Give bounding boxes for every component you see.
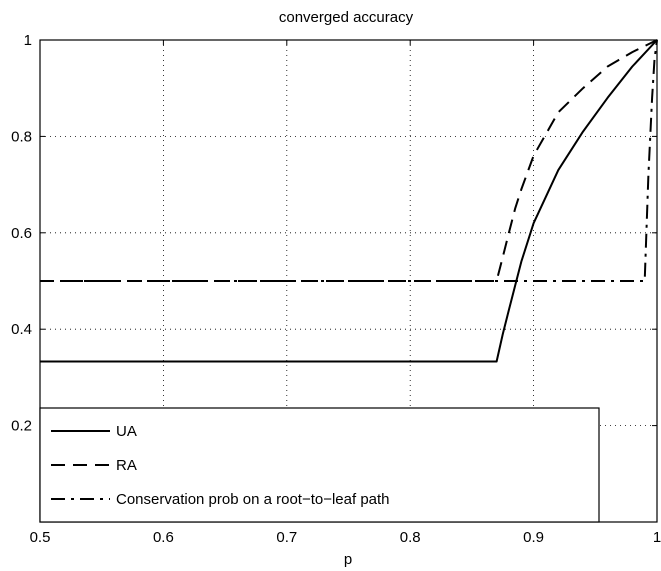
- x-tick-label: 0.8: [400, 529, 421, 546]
- y-tick-label: 1: [24, 32, 32, 49]
- x-tick-label: 1: [653, 529, 661, 546]
- series-layer: [40, 39, 658, 363]
- legend-label-2: RA: [116, 457, 137, 474]
- legend-label-3: Conservation prob on a root−to−leaf path: [116, 491, 390, 508]
- y-tick-label: 0.2: [11, 418, 32, 435]
- x-tick-label: 0.7: [276, 529, 297, 546]
- x-tick-label: 0.5: [30, 529, 51, 546]
- x-axis-label: p: [344, 551, 352, 568]
- x-tick-label: 0.6: [153, 529, 174, 546]
- y-tick-label: 0.8: [11, 128, 32, 145]
- y-tick-label: 0.4: [11, 321, 32, 338]
- series-line-2: [40, 39, 658, 282]
- chart-title: converged accuracy: [279, 9, 414, 26]
- series-line-3: [40, 39, 658, 282]
- y-tick-label: 0.6: [11, 225, 32, 242]
- axis-ticks: 0.5 0.6 0.7 0.8 0.9 1 0.2 0.4 0.6 0.8 1: [11, 32, 661, 546]
- series-line-1: [40, 39, 658, 363]
- x-tick-label: 0.9: [523, 529, 544, 546]
- legend-box: [39, 407, 600, 523]
- legend: UA RA Conservation prob on a root−to−leaf …: [39, 407, 600, 523]
- legend-label-1: UA: [116, 423, 137, 440]
